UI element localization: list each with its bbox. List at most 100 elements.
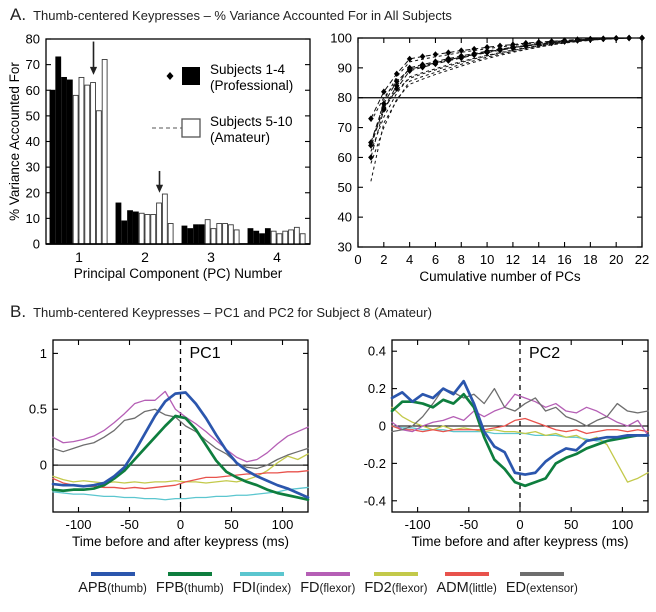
waveform-fd2: [391, 406, 649, 483]
cumulative-curve-amateur: [370, 37, 642, 143]
panel-a-title-text: Thumb-centered Keypresses – % Variance A…: [33, 8, 452, 23]
bar-amateur: [84, 84, 91, 245]
bar-amateur: [95, 110, 102, 245]
filled-square-icon: [182, 67, 200, 85]
svg-text:0: 0: [177, 517, 184, 532]
svg-text:80: 80: [338, 90, 352, 105]
bar-amateur: [144, 214, 151, 245]
fd-color-swatch: [305, 572, 350, 576]
svg-text:6: 6: [432, 252, 439, 267]
panel-b-title-text: Thumb-centered Keypresses – PC1 and PC2 …: [33, 305, 432, 320]
svg-text:50: 50: [26, 108, 40, 123]
bar-amateur: [138, 212, 145, 245]
svg-text:20: 20: [26, 185, 40, 200]
svg-text:70: 70: [338, 120, 352, 135]
diamond-marker-icon: [166, 72, 174, 80]
bar-amateur: [227, 224, 234, 245]
bar-amateur: [270, 230, 277, 245]
bar-professional: [66, 79, 73, 245]
svg-text:40: 40: [26, 134, 40, 149]
panel-a-letter: A.: [10, 5, 27, 24]
legend-label: APB(thumb): [78, 580, 147, 596]
bar-amateur: [156, 202, 162, 245]
bar-professional: [61, 76, 67, 245]
bar-amateur: [293, 226, 300, 245]
bar-amateur: [150, 214, 157, 245]
panel-b-title: B. Thumb-centered Keypresses – PC1 and P…: [10, 302, 432, 322]
legend-label: FDI(index): [232, 580, 292, 596]
x-axis-label: Cumulative number of PCs: [419, 269, 581, 284]
legend-label: FPB(thumb): [155, 580, 224, 596]
indicator-arrow: [89, 66, 98, 75]
svg-text:0: 0: [33, 237, 40, 252]
cumulative-curve-professional: [370, 37, 642, 119]
bar-amateur: [72, 94, 79, 245]
svg-text:-50: -50: [120, 517, 139, 532]
svg-text:-100: -100: [65, 517, 91, 532]
svg-text:80: 80: [26, 32, 40, 47]
svg-text:50: 50: [338, 180, 352, 195]
legend-professional: Subjects 1-4(Professional): [166, 62, 293, 93]
cumulative-curve-amateur: [370, 37, 642, 149]
bar-amateur: [216, 223, 223, 245]
legend-item-ed: ED(extensor): [506, 572, 578, 597]
bar-amateur: [276, 233, 283, 245]
diamond-marker-icon: [510, 44, 516, 51]
diamond-marker-icon: [368, 154, 374, 161]
svg-text:0.4: 0.4: [368, 344, 386, 359]
legend-item-apb: APB(thumb): [78, 572, 147, 597]
panel-b-letter: B.: [10, 302, 27, 321]
fdi-color-swatch: [239, 572, 284, 576]
muscle-color-legend: APB(thumb) FPB(thumb) FDI(index) FD(flexor)…: [0, 572, 656, 597]
x-axis-label: Principal Component (PC) Number: [74, 266, 283, 281]
pc1-waveform-chart: 0 0.5 1 -100 -50 0 50 100 Time before and after …: [29, 339, 310, 549]
bar-amateur: [204, 219, 211, 245]
svg-text:4: 4: [273, 249, 281, 265]
bar-professional: [187, 228, 194, 245]
waveform-adm: [52, 470, 309, 490]
diamond-marker-icon: [471, 45, 477, 53]
svg-text:0.2: 0.2: [368, 381, 386, 396]
svg-text:40: 40: [338, 210, 352, 225]
diamond-marker-icon: [419, 61, 426, 68]
svg-text:2: 2: [380, 252, 387, 267]
svg-text:-100: -100: [405, 517, 431, 532]
svg-text:100: 100: [612, 517, 634, 532]
svg-text:1: 1: [40, 346, 47, 361]
waveform-ed: [391, 387, 649, 433]
svg-text:Subjects 5-10: Subjects 5-10: [210, 114, 293, 129]
svg-text:10: 10: [26, 211, 40, 226]
bar-amateur: [210, 228, 217, 245]
svg-text:0.5: 0.5: [29, 402, 47, 417]
svg-text:8: 8: [458, 252, 465, 267]
diamond-marker-icon: [458, 47, 465, 54]
legend-label: FD(flexor): [300, 580, 356, 596]
bar-amateur: [90, 82, 96, 245]
bar-professional: [253, 230, 260, 245]
cumulative-curve-amateur: [370, 37, 642, 152]
bar-amateur: [222, 223, 228, 245]
svg-text:1: 1: [75, 249, 83, 265]
svg-text:0: 0: [379, 419, 386, 434]
svg-text:(Amateur): (Amateur): [210, 130, 270, 145]
diamond-marker-icon: [484, 44, 490, 51]
legend-item-fpb: FPB(thumb): [156, 572, 224, 597]
bar-amateur: [101, 59, 108, 245]
waveform-fpb: [51, 414, 310, 502]
bar-amateur: [161, 193, 168, 245]
waveform-apb: [51, 391, 310, 499]
y-axis-label: % Variance Accounted For: [8, 62, 22, 221]
indicator-arrow: [155, 184, 164, 193]
legend-item-fd2: FD2(flexor): [364, 572, 428, 597]
x-axis-label: Time before and after keypress (ms): [411, 534, 628, 549]
bar-amateur: [233, 229, 240, 245]
cumulative-curve-amateur: [370, 37, 642, 182]
legend-label: ED(extensor): [505, 580, 578, 596]
legend-item-fd: FD(flexor): [300, 572, 355, 597]
svg-text:Subjects 1-4: Subjects 1-4: [210, 62, 286, 77]
svg-text:-50: -50: [459, 517, 478, 532]
bar-amateur: [288, 229, 294, 245]
svg-text:70: 70: [26, 57, 40, 72]
